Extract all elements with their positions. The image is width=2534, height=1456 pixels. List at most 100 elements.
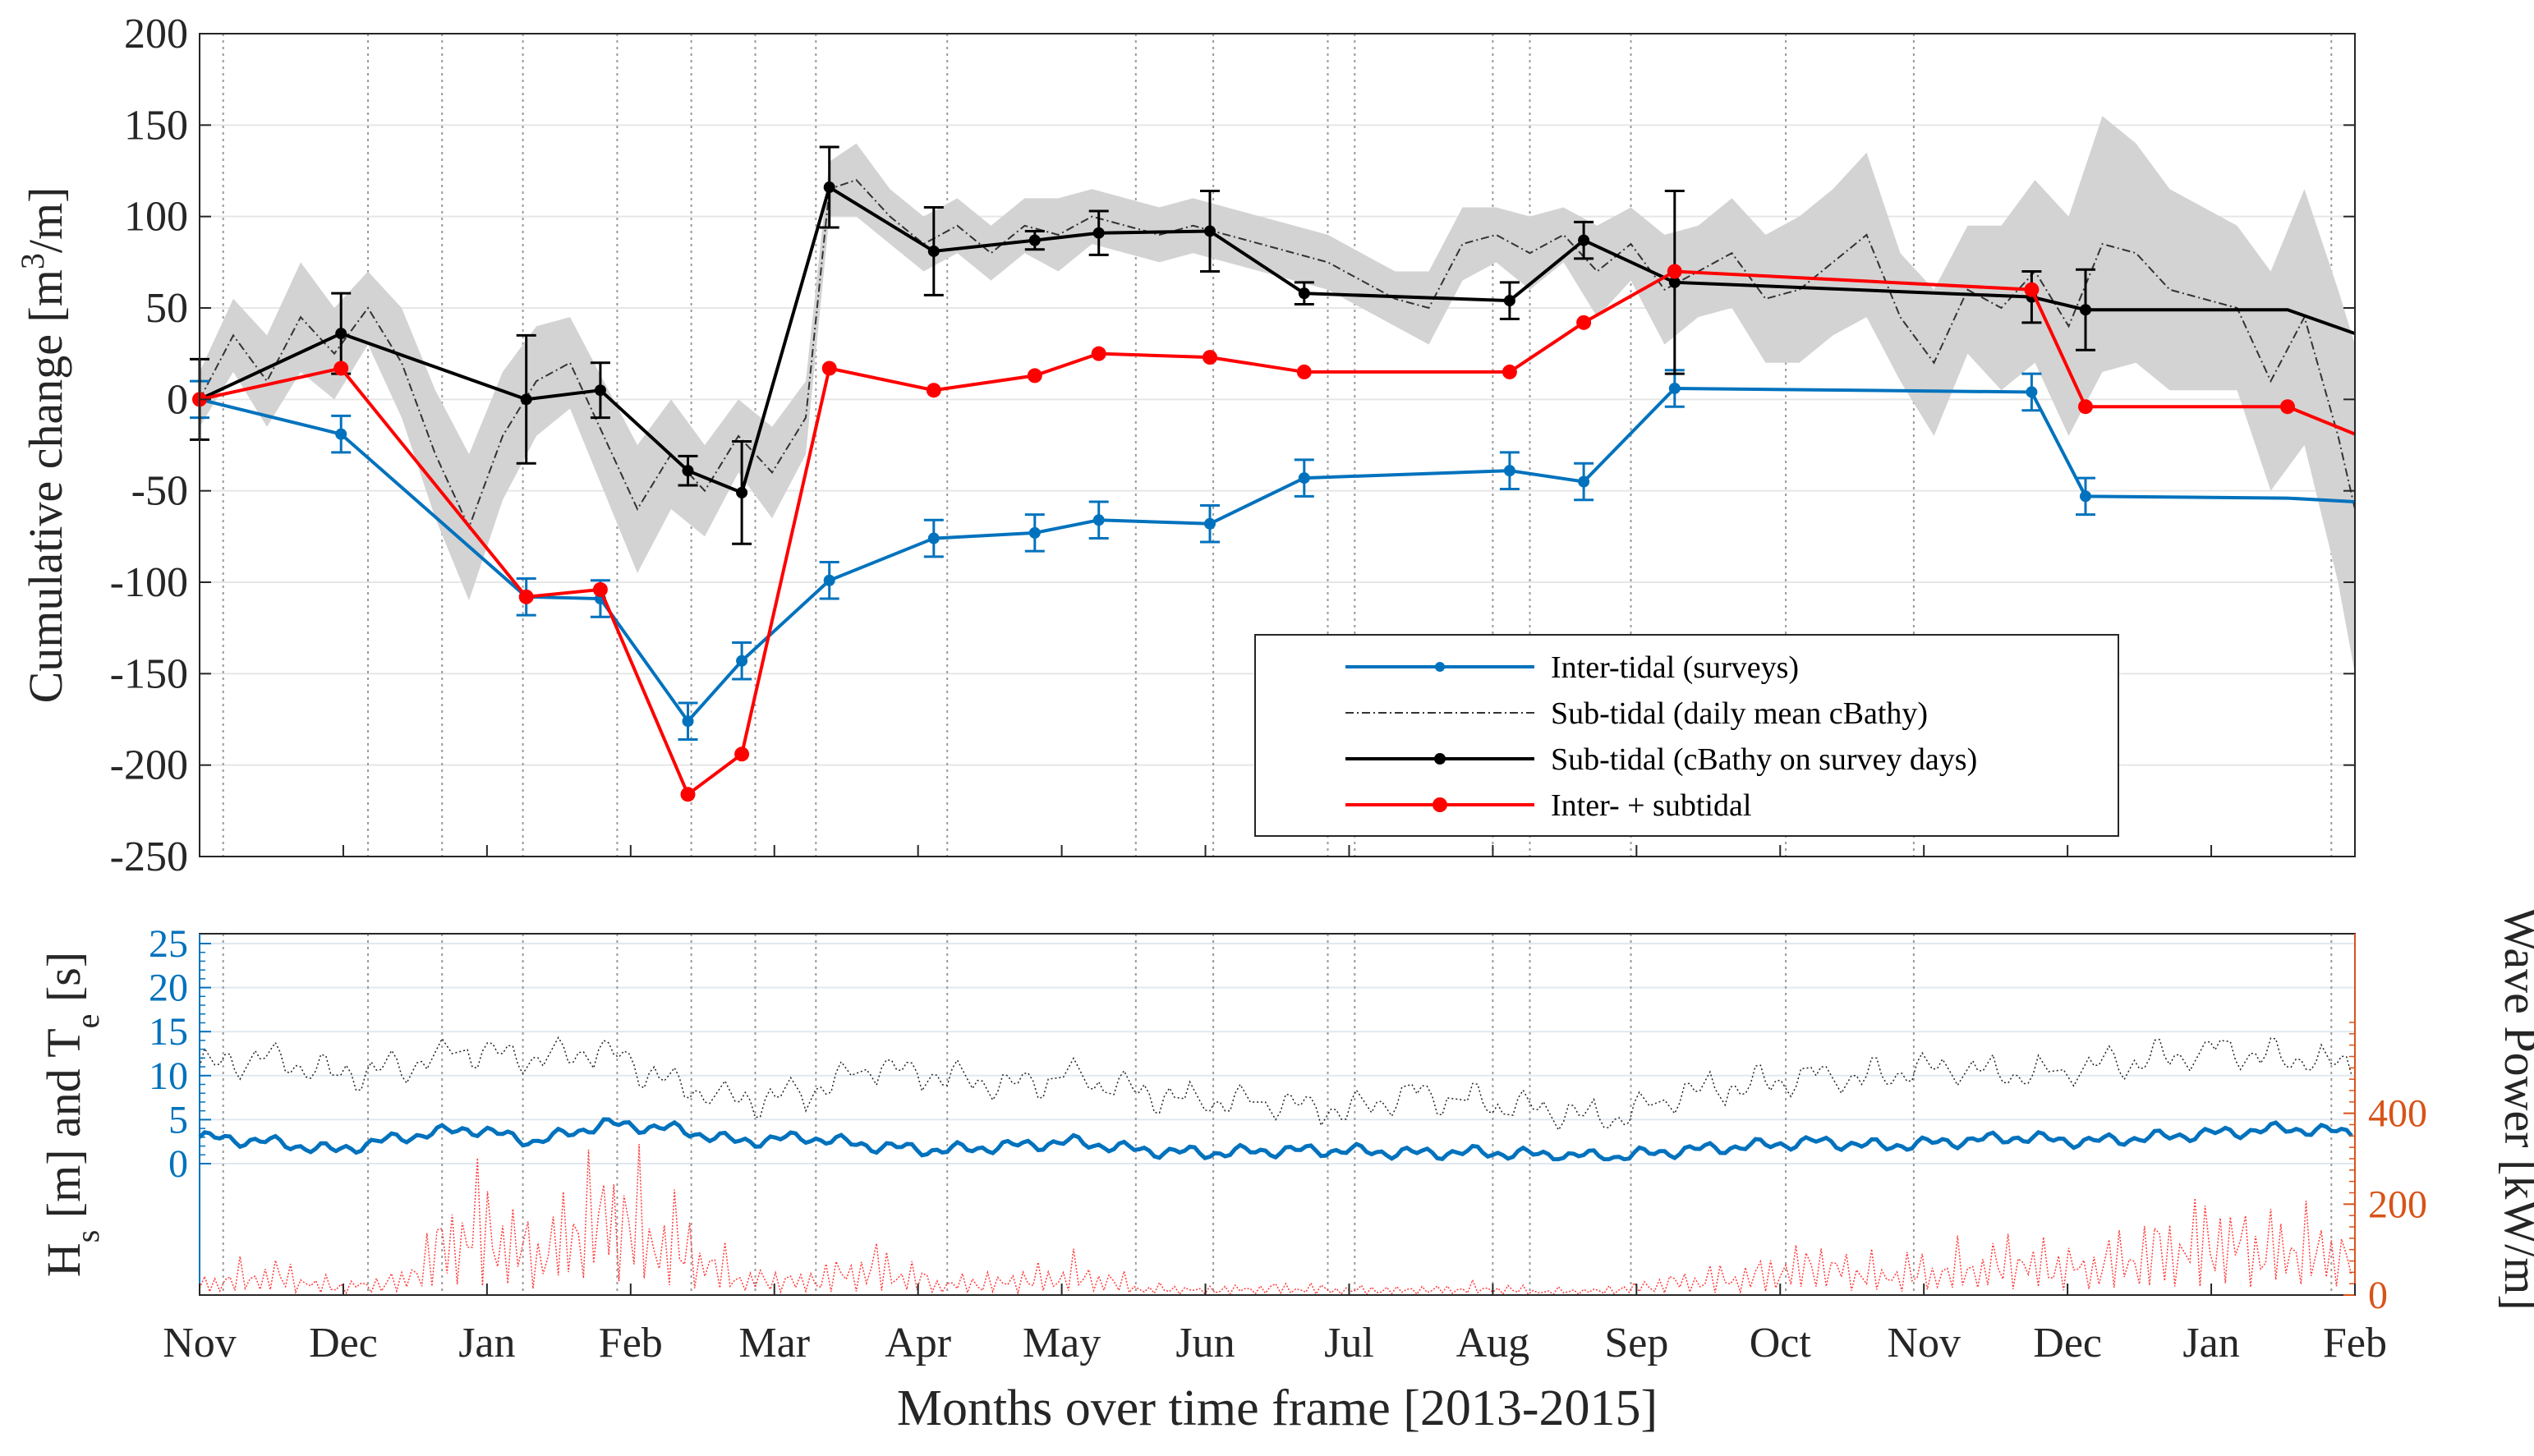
- top-ytick-label: 150: [124, 102, 188, 149]
- month-label: Mar: [738, 1320, 810, 1366]
- bottom-left-tick-label: 15: [149, 1010, 188, 1054]
- legend-marker-combined: [1433, 797, 1447, 812]
- legend-entry-intertidal: Inter-tidal (surveys): [1345, 650, 1799, 685]
- bottom-right-axis-label: Wave Power [kW/m]: [2495, 907, 2534, 1310]
- month-label: Dec: [2033, 1320, 2102, 1366]
- month-label: Dec: [309, 1320, 378, 1366]
- data-point: [335, 428, 347, 440]
- data-point: [821, 361, 837, 376]
- data-point: [736, 655, 748, 667]
- legend-entry-subtidal-survey: Sub-tidal (cBathy on survey days): [1345, 742, 1977, 777]
- month-label: Jan: [458, 1320, 515, 1366]
- top-ytick-label: -150: [110, 650, 188, 697]
- data-point: [1296, 364, 1312, 379]
- data-point: [1092, 514, 1105, 526]
- month-tick-labels: Nov Dec Jan Feb Mar Apr May Jun Jul Aug Sep Oct Nov D…: [163, 845, 2387, 1366]
- bottom-right-tick-label: 0: [2368, 1274, 2388, 1317]
- month-label: Sep: [1604, 1320, 1668, 1366]
- bottom-left-tick-label: 0: [168, 1142, 188, 1186]
- data-point: [1028, 526, 1041, 539]
- top-y-ticks: 200 150 100 50 0 -50 -100 -150 -200 -250: [110, 11, 2355, 880]
- data-point: [682, 465, 694, 477]
- data-point: [2024, 282, 2040, 297]
- data-point: [734, 746, 750, 762]
- data-point: [1503, 295, 1515, 307]
- data-point: [736, 486, 748, 498]
- legend-label-subtidal-daily: Sub-tidal (daily mean cBathy): [1551, 696, 1928, 731]
- top-ytick-label: -100: [110, 559, 188, 606]
- month-label: Oct: [1750, 1320, 1812, 1366]
- bottom-gridlines: [200, 943, 2355, 1164]
- data-point: [1502, 364, 1517, 379]
- month-label: Feb: [2323, 1320, 2387, 1366]
- data-point: [682, 715, 694, 728]
- bottom-left-tick-label: 5: [168, 1098, 188, 1141]
- data-point: [823, 574, 835, 586]
- data-point: [926, 383, 941, 398]
- legend: Inter-tidal (surveys) Sub-tidal (daily m…: [1254, 634, 2119, 837]
- legend-marker-intertidal: [1435, 662, 1445, 672]
- top-ytick-label: 100: [124, 194, 188, 241]
- bottom-left-tick-label: 20: [149, 967, 188, 1010]
- top-y-axis-label: Cumulative change [m3/m]: [14, 187, 73, 704]
- data-point: [518, 589, 534, 604]
- month-label: May: [1023, 1320, 1101, 1366]
- data-point: [680, 787, 696, 802]
- data-point: [1298, 472, 1310, 485]
- data-point: [1203, 350, 1217, 365]
- legend-entry-subtidal-daily: Sub-tidal (daily mean cBathy): [1345, 696, 1928, 731]
- data-point: [335, 328, 347, 340]
- data-point: [1503, 465, 1515, 477]
- top-ytick-label: -250: [110, 834, 188, 880]
- data-point: [2026, 386, 2038, 398]
- legend-entry-combined: Inter- + subtidal: [1345, 788, 1751, 823]
- data-point: [2280, 399, 2295, 415]
- data-point: [2080, 304, 2091, 316]
- data-point: [1027, 368, 1042, 384]
- month-label: Apr: [885, 1320, 951, 1366]
- month-label: Jan: [2182, 1320, 2239, 1366]
- wave-series-hs: [198, 1117, 2353, 1162]
- wave-series-te: [199, 1036, 2352, 1132]
- month-label: Aug: [1456, 1320, 1530, 1366]
- month-label: Nov: [1887, 1320, 1961, 1366]
- bottom-series-group: [198, 1036, 2353, 1296]
- bottom-left-tick-label: 10: [149, 1054, 188, 1098]
- top-axes-box: [199, 33, 2356, 857]
- data-point: [1204, 517, 1216, 530]
- subtidal-daily-mean-line: [199, 178, 2356, 530]
- data-point: [520, 393, 532, 406]
- top-ytick-label: -50: [131, 468, 188, 515]
- data-point: [592, 581, 608, 597]
- wave-series-wave-power: [199, 1144, 2352, 1296]
- data-point: [1091, 346, 1106, 361]
- legend-label-intertidal: Inter-tidal (surveys): [1551, 650, 1799, 685]
- data-point: [1578, 234, 1590, 246]
- top-ytick-label: 50: [145, 285, 188, 332]
- data-point: [1028, 234, 1041, 246]
- data-point: [927, 532, 940, 544]
- data-point: [1092, 227, 1105, 239]
- cumulative-change-panel: 200 150 100 50 0 -50 -100 -150 -200 -250 Cumulati…: [14, 11, 2356, 880]
- data-point: [1204, 225, 1216, 237]
- top-ytick-label: 200: [124, 11, 188, 57]
- data-point: [1298, 287, 1310, 300]
- bottom-plot-area: [200, 934, 2355, 1295]
- data-point: [1668, 276, 1681, 288]
- month-label: Jul: [1324, 1320, 1374, 1366]
- data-point: [927, 245, 940, 257]
- data-point: [2080, 490, 2091, 503]
- month-label: Jun: [1175, 1320, 1235, 1366]
- legend-label-subtidal-survey: Sub-tidal (cBathy on survey days): [1551, 742, 1977, 777]
- bottom-left-tick-label: 25: [149, 922, 188, 966]
- data-point: [1576, 315, 1592, 330]
- x-axis-label: Months over time frame [2013-2015]: [897, 1380, 1658, 1436]
- data-point: [1667, 264, 1682, 279]
- top-ytick-label: -200: [110, 742, 188, 789]
- data-point: [1668, 382, 1681, 394]
- data-point: [1578, 475, 1590, 488]
- bottom-right-tick-label: 200: [2368, 1183, 2427, 1226]
- data-point: [2078, 399, 2093, 415]
